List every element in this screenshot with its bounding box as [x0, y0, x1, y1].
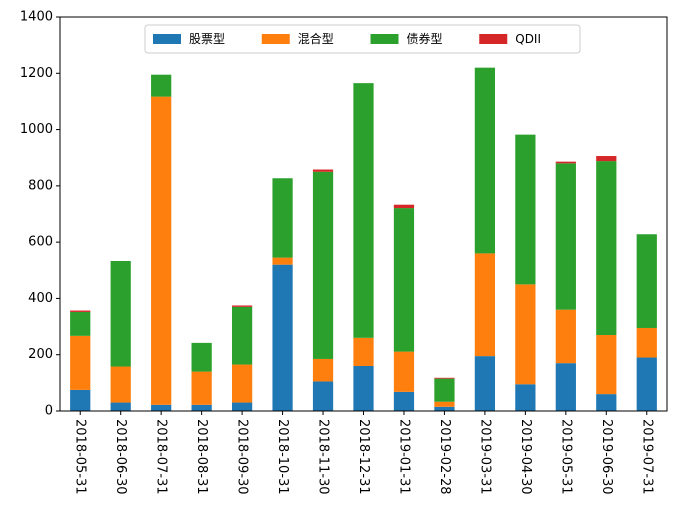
bar-segment-2019-04-30-series-0 [515, 384, 536, 411]
bar-segment-2019-07-31-series-0 [636, 357, 657, 411]
y-tick-label: 200 [28, 347, 53, 362]
x-tick-label: 2018-08-31 [194, 419, 209, 495]
x-tick-label: 2018-12-31 [356, 419, 371, 495]
bar-segment-2018-10-31-series-2 [272, 178, 293, 258]
bar-segment-2019-02-28-series-2 [434, 378, 455, 402]
bar-segment-2019-06-30-series-1 [596, 335, 617, 395]
bar-segment-2018-06-30-series-0 [110, 402, 131, 411]
legend-label-3: QDII [515, 32, 541, 46]
legend-swatch-0 [153, 34, 181, 44]
bar-segment-2018-05-31-series-2 [70, 311, 91, 336]
bar-segment-2019-04-30-series-1 [515, 284, 536, 385]
bar-segment-2018-12-31-series-2 [353, 83, 374, 338]
bar-segment-2019-03-31-series-0 [474, 356, 496, 411]
y-tick-label: 800 [28, 178, 53, 193]
legend-swatch-2 [370, 34, 399, 44]
y-tick-label: 1400 [20, 10, 53, 25]
bar-segment-2018-08-31-series-1 [191, 371, 212, 405]
bar-segment-2018-05-31-series-0 [70, 389, 91, 411]
bar-segment-2019-05-31-series-0 [555, 363, 576, 411]
bar-segment-2018-09-30-series-0 [231, 402, 253, 411]
legend-label-1: 混合型 [298, 31, 334, 46]
x-tick-label: 2019-04-30 [518, 419, 533, 495]
x-tick-label: 2019-02-28 [437, 419, 452, 495]
bar-segment-2019-01-31-series-3 [393, 204, 415, 209]
bar-segment-2019-05-31-series-1 [555, 309, 576, 364]
bar-segment-2018-05-31-series-1 [70, 335, 91, 390]
x-tick-label: 2019-06-30 [599, 419, 614, 495]
legend-swatch-1 [261, 34, 290, 44]
legend-label-0: 股票型 [189, 32, 225, 46]
x-tick-label: 2018-09-30 [235, 419, 250, 495]
x-tick-label: 2019-07-31 [639, 419, 654, 495]
bar-segment-2018-10-31-series-0 [272, 264, 293, 411]
x-tick-label: 2018-07-31 [154, 419, 169, 495]
bar-segment-2018-11-30-series-0 [312, 381, 334, 411]
legend-swatch-3 [479, 34, 508, 44]
x-tick-label: 2019-03-31 [477, 419, 492, 495]
bar-segment-2018-09-30-series-2 [231, 306, 253, 365]
y-tick-label: 400 [28, 291, 53, 306]
bar-segment-2019-03-31-series-1 [474, 253, 496, 357]
bar-segment-2018-11-30-series-3 [312, 169, 334, 172]
bar-segment-2019-01-31-series-1 [393, 351, 415, 392]
x-tick-label: 2018-05-31 [73, 419, 88, 495]
y-tick-label: 600 [28, 235, 53, 250]
x-tick-label: 2019-05-31 [558, 419, 573, 495]
bar-segment-2018-06-30-series-1 [110, 366, 131, 403]
bar-segment-2018-05-31-series-3 [70, 310, 91, 312]
bar-segment-2018-06-30-series-2 [110, 261, 131, 367]
bar-segment-2019-05-31-series-3 [555, 161, 576, 164]
y-tick-label: 1200 [20, 66, 53, 81]
bar-segment-2019-07-31-series-2 [636, 234, 657, 328]
bar-segment-2018-08-31-series-2 [191, 342, 212, 372]
bar-segment-2019-06-30-series-2 [596, 161, 617, 336]
bar-segment-2018-09-30-series-3 [231, 305, 253, 307]
bar-segment-2019-06-30-series-0 [596, 394, 617, 411]
bar-segment-2019-05-31-series-2 [555, 163, 576, 310]
legend-box [144, 24, 581, 54]
bar-segment-2019-06-30-series-3 [596, 156, 617, 162]
bar-segment-2018-08-31-series-0 [191, 404, 212, 411]
bar-segment-2018-10-31-series-1 [272, 257, 293, 265]
x-tick-label: 2019-01-31 [396, 419, 411, 495]
bar-segment-2018-07-31-series-1 [151, 96, 172, 405]
bar-segment-2018-12-31-series-0 [353, 365, 374, 411]
bar-segment-2019-02-28-series-1 [434, 401, 455, 407]
bar-segment-2018-12-31-series-1 [353, 337, 374, 366]
bar-segment-2018-07-31-series-0 [151, 404, 172, 411]
bar-segment-2018-09-30-series-1 [231, 364, 253, 403]
y-tick-label: 0 [45, 404, 53, 419]
bar-segment-2019-02-28-series-0 [434, 406, 455, 411]
bar-segment-2018-11-30-series-1 [312, 358, 334, 382]
bar-segment-2019-02-28-series-3 [434, 377, 455, 379]
plot-frame [59, 16, 668, 412]
legend-label-2: 债券型 [407, 31, 443, 46]
bar-segment-2019-03-31-series-2 [474, 67, 496, 254]
bar-segment-2019-04-30-series-2 [515, 134, 536, 285]
bar-segment-2019-07-31-series-1 [636, 327, 657, 358]
x-tick-label: 2018-06-30 [113, 419, 128, 495]
x-tick-label: 2018-11-30 [316, 419, 331, 495]
bar-segment-2019-01-31-series-0 [393, 391, 415, 411]
bar-segment-2019-01-31-series-2 [393, 208, 415, 352]
y-tick-label: 1000 [20, 122, 53, 137]
bar-segment-2018-07-31-series-2 [151, 74, 172, 97]
x-tick-label: 2018-10-31 [275, 419, 290, 495]
bar-segment-2018-11-30-series-2 [312, 171, 334, 359]
